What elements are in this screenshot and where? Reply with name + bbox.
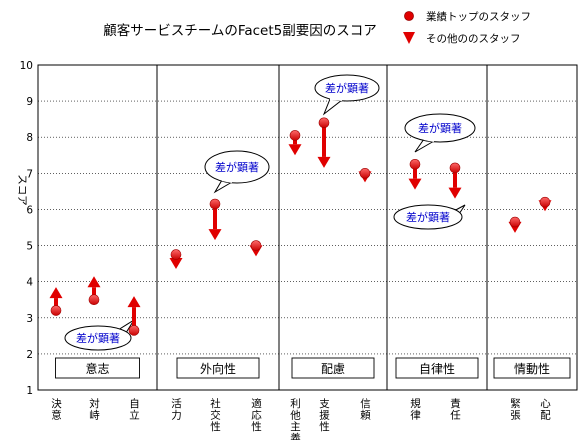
top-staff-point [250, 240, 262, 251]
legend-label-top: 業績トップのスタッフ [426, 10, 531, 23]
group-box-4 [395, 357, 479, 379]
x-tick-label: 利他主義 [289, 398, 301, 440]
top-staff-point [50, 305, 62, 316]
chart-title: 顧客サービスチームのFacet5副要因のスコア [103, 22, 377, 39]
x-tick-label: 社交性 [209, 397, 221, 432]
top-staff-point [170, 249, 182, 260]
callout-join [221, 179, 233, 183]
y-tick-label: 4 [26, 277, 33, 289]
legend-triangle-marker [403, 32, 415, 44]
other-staff-triangle [169, 258, 183, 270]
callout-join [329, 98, 343, 101]
other-staff-triangle [317, 156, 331, 168]
callout-text: 差が顕著 [76, 331, 120, 345]
x-tick-label: 支援性 [318, 398, 330, 433]
group-label: 情動性 [514, 362, 550, 376]
callout-text: 差が顕著 [406, 210, 450, 224]
group-box-5 [493, 357, 571, 379]
top-staff-point [209, 198, 221, 210]
legend-circle-marker [404, 11, 414, 21]
other-staff-triangle [208, 229, 222, 241]
callout-ellipse [64, 325, 132, 351]
top-staff-point [409, 159, 421, 170]
group-box-2 [176, 357, 260, 379]
callout-join [451, 211, 456, 221]
callout-ellipse [314, 74, 380, 102]
y-tick-label: 10 [20, 60, 33, 72]
top-staff-point [88, 294, 100, 306]
callout-bubble: 差が顕著 [314, 74, 380, 116]
top-staff-point [128, 325, 140, 336]
callout-bubble: 差が顕著 [404, 113, 476, 153]
y-tick-label: 1 [26, 385, 33, 397]
other-staff-triangle [49, 287, 63, 299]
group-label: 意志 [85, 361, 109, 376]
callout-text: 差が顕著 [418, 121, 462, 135]
y-tick-label: 6 [26, 204, 33, 216]
callout-bubble: 差が顕著 [393, 204, 466, 230]
group-label: 自律性 [419, 362, 455, 376]
plot-frame [37, 64, 578, 391]
y-tick-label: 8 [26, 132, 33, 144]
callout-ellipse [404, 113, 476, 143]
y-tick-label: 5 [26, 241, 33, 253]
y-tick-label: 7 [26, 168, 33, 180]
top-staff-point [509, 216, 521, 228]
x-tick-label: 信頼 [359, 398, 371, 421]
callout-join [117, 329, 125, 337]
group-label: 配慮 [321, 362, 345, 376]
callout-text: 差が顕著 [325, 81, 369, 95]
callout-bubble: 差が顕著 [204, 150, 270, 194]
callout-ellipse [204, 150, 270, 184]
x-tick-label: 活力 [170, 398, 182, 421]
y-tick-label: 3 [26, 313, 33, 325]
x-tick-label: 心配 [539, 398, 551, 421]
other-staff-triangle [127, 296, 141, 308]
callout-ellipse [393, 204, 463, 230]
top-staff-point [289, 130, 301, 141]
top-staff-point [539, 196, 551, 208]
group-box-1 [55, 357, 140, 379]
x-tick-label: 自立 [128, 397, 140, 421]
top-staff-point [359, 168, 371, 179]
other-staff-triangle [448, 187, 462, 199]
legend-label-other: その他ののスタッフ [426, 32, 521, 45]
callout-bubble: 差が顕著 [64, 319, 135, 351]
y-tick-label: 2 [26, 349, 33, 361]
y-tick-label: 9 [26, 96, 33, 108]
x-tick-label: 規律 [409, 398, 421, 421]
other-staff-triangle [408, 178, 422, 190]
y-axis-label: スコア [16, 174, 28, 206]
x-tick-label: 決意 [50, 398, 62, 421]
other-staff-triangle [288, 144, 302, 156]
x-tick-label: 緊張 [509, 398, 521, 421]
callout-text: 差が顕著 [215, 160, 259, 174]
other-staff-triangle [87, 276, 101, 288]
top-staff-point [449, 162, 461, 174]
x-tick-label: 対峙 [88, 397, 100, 421]
group-label: 外向性 [200, 361, 236, 376]
x-tick-label: 適応性 [250, 397, 262, 432]
group-box-3 [291, 357, 375, 379]
callout-join [423, 138, 435, 142]
legend: 業績トップのスタッフ その他ののスタッフ [403, 10, 531, 45]
top-staff-point [318, 117, 330, 129]
x-tick-label: 責任 [449, 397, 461, 421]
